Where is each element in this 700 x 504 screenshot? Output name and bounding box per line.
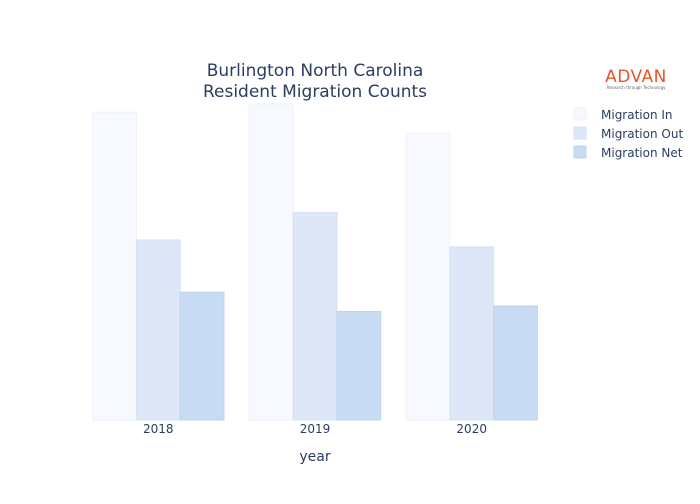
x-axis-title: year [299, 449, 330, 465]
bar-migration-out-2019[interactable] [292, 212, 338, 421]
bar-migration-in-2020[interactable] [405, 132, 451, 421]
legend-item-migration-in[interactable]: Migration In [573, 107, 673, 122]
bar-migration-out-2018[interactable] [135, 239, 181, 421]
chart-title-line-2: Resident Migration Counts [203, 82, 427, 102]
logo-tagline: Research through Technology [606, 85, 666, 90]
bar-migration-in-2019[interactable] [248, 103, 294, 421]
legend-swatch [573, 107, 587, 121]
legend-label: Migration Out [601, 127, 683, 141]
bar-migration-out-2020[interactable] [449, 246, 495, 421]
legend-item-migration-out[interactable]: Migration Out [573, 126, 683, 141]
x-tick-label-2019: 2019 [300, 422, 331, 436]
legend-item-migration-net[interactable]: Migration Net [573, 145, 683, 160]
bar-migration-net-2020[interactable] [493, 305, 538, 421]
x-tick-label-2020: 2020 [456, 422, 487, 436]
chart-title-line-1: Burlington North Carolina [207, 61, 424, 81]
legend[interactable]: Migration In Migration Out Migration Net [573, 107, 683, 160]
legend-swatch [573, 145, 587, 159]
x-axis-ticks: 2018 2019 2020 [143, 422, 487, 436]
bar-migration-net-2018[interactable] [179, 291, 225, 421]
logo-wordmark: ADVAN [605, 67, 667, 87]
x-tick-label-2018: 2018 [143, 422, 174, 436]
bar-migration-in-2018[interactable] [92, 111, 137, 421]
bars-layer [92, 103, 538, 421]
bar-migration-net-2019[interactable] [336, 311, 382, 421]
legend-label: Migration In [601, 108, 673, 122]
advan-logo: ADVAN Research through Technology [605, 67, 667, 90]
legend-swatch [573, 126, 587, 140]
legend-label: Migration Net [601, 146, 683, 160]
